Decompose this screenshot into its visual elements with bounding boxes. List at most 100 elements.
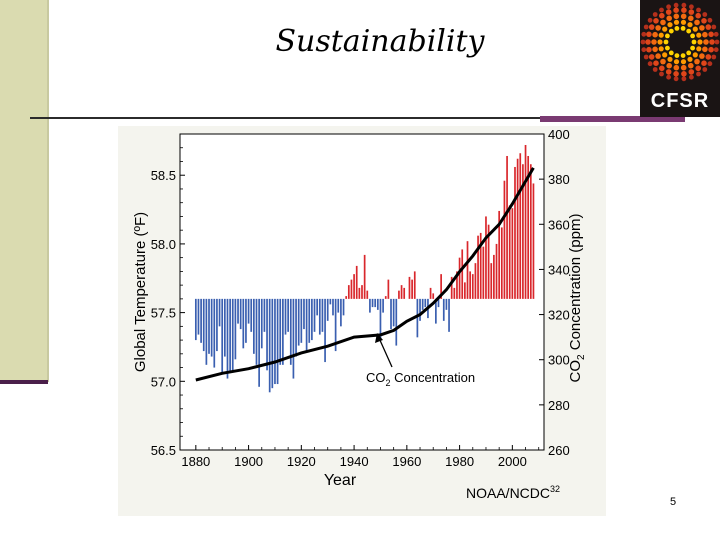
temperature-bar bbox=[466, 241, 469, 299]
temperature-bar bbox=[498, 210, 501, 299]
logo-dot bbox=[673, 19, 680, 25]
source-name: NOAA/NCDC bbox=[466, 485, 550, 501]
temperature-bar bbox=[355, 265, 358, 299]
temperature-bar bbox=[297, 298, 300, 346]
logo-dot bbox=[690, 45, 695, 51]
temperature-bar bbox=[398, 290, 400, 299]
temperature-bars bbox=[194, 144, 535, 393]
temperature-bar bbox=[347, 285, 350, 299]
co2-annotation-suffix: Concentration bbox=[391, 370, 476, 385]
logo-dot bbox=[673, 59, 680, 65]
temperature-bar bbox=[442, 298, 445, 321]
temperature-bar bbox=[221, 298, 224, 374]
temperature-bar bbox=[197, 298, 200, 335]
y2-tick-label: 380 bbox=[548, 172, 570, 187]
logo-dot bbox=[647, 17, 653, 23]
y2-axis-label: CO2 Concentration (ppm) bbox=[567, 214, 587, 383]
temperature-bar bbox=[231, 298, 234, 371]
temperature-bar bbox=[295, 298, 297, 357]
temperature-bar bbox=[429, 287, 432, 299]
temperature-bar bbox=[308, 298, 311, 343]
temperature-bar bbox=[311, 298, 313, 341]
logo-dot bbox=[668, 28, 674, 34]
logo-dot bbox=[681, 76, 687, 82]
logo-dot bbox=[648, 54, 655, 60]
logo-dot bbox=[647, 61, 653, 67]
axes: 1880 1900 1920 1940 1960 1980 2000 56.5 57.0 57.5… bbox=[151, 127, 570, 469]
logo-dot bbox=[705, 54, 712, 60]
temperature-bar bbox=[326, 298, 329, 321]
logo-dot bbox=[714, 39, 720, 45]
y-tick-label: 57.0 bbox=[151, 374, 176, 389]
temperature-bar bbox=[284, 298, 287, 335]
temperature-bar bbox=[234, 298, 237, 360]
temperature-bar bbox=[274, 298, 276, 385]
temperature-bar bbox=[390, 298, 392, 330]
logo-dot bbox=[687, 56, 693, 62]
temperature-bar bbox=[371, 298, 374, 308]
x-tick-label: 1900 bbox=[234, 454, 263, 469]
logo-dot bbox=[663, 39, 669, 45]
source-footnote: 32 bbox=[550, 484, 560, 494]
logo-dot bbox=[674, 26, 680, 31]
temperature-bar bbox=[445, 298, 448, 310]
cfsr-logo: CFSR bbox=[640, 0, 720, 117]
logo-dot bbox=[688, 9, 695, 15]
logo-dot bbox=[652, 31, 658, 38]
logo-dot bbox=[696, 7, 701, 13]
logo-dot bbox=[652, 67, 658, 72]
temperature-bar bbox=[266, 298, 268, 371]
logo-dot bbox=[641, 31, 647, 37]
temperature-bar bbox=[474, 263, 477, 299]
temperature-bar bbox=[379, 298, 382, 341]
logo-dot bbox=[673, 71, 679, 77]
temperature-bar bbox=[210, 298, 213, 357]
temperature-bar bbox=[305, 298, 308, 352]
logo-dot bbox=[668, 50, 674, 56]
logo-dot bbox=[658, 46, 664, 52]
temperature-bar bbox=[321, 298, 324, 332]
temperature-bar bbox=[508, 205, 511, 299]
chart-panel: 1880 1900 1920 1940 1960 1980 2000 56.5 57.0 57.5… bbox=[118, 126, 606, 516]
temperature-bar bbox=[456, 271, 458, 299]
logo-dot bbox=[652, 12, 658, 17]
temperature-bar bbox=[247, 298, 250, 324]
slide-title: Sustainability bbox=[275, 24, 485, 59]
logo-dot bbox=[660, 58, 666, 65]
temperature-bar bbox=[242, 298, 245, 349]
logo-dot bbox=[667, 22, 673, 28]
logo-dot bbox=[646, 46, 652, 53]
temperature-bar bbox=[223, 298, 226, 357]
annotation-arrowhead bbox=[375, 333, 383, 343]
temperature-bar bbox=[258, 298, 260, 387]
temperature-bar bbox=[529, 164, 532, 299]
logo-dot bbox=[674, 53, 680, 58]
temperature-bar bbox=[469, 271, 471, 299]
temperature-bar bbox=[353, 274, 355, 299]
co2-line bbox=[195, 167, 535, 382]
temperature-bar bbox=[376, 298, 379, 310]
temperature-bar bbox=[268, 298, 271, 393]
temperature-bar bbox=[471, 274, 474, 299]
temperature-bar bbox=[337, 298, 340, 313]
logo-dot bbox=[665, 45, 670, 51]
annotation-arrow-line bbox=[378, 337, 393, 368]
logo-dot bbox=[709, 39, 715, 45]
logo-dot bbox=[673, 64, 680, 71]
temperature-bar bbox=[218, 298, 221, 327]
temperature-bar bbox=[416, 298, 419, 338]
temperature-bar bbox=[292, 298, 295, 379]
y2-tick-label: 360 bbox=[548, 217, 570, 232]
logo-dot bbox=[666, 74, 671, 80]
logo-dot bbox=[691, 39, 697, 45]
logo-dot bbox=[708, 31, 714, 38]
logo-dot bbox=[702, 67, 708, 72]
temperature-bar bbox=[208, 298, 210, 354]
co2-annotation: CO2 Concentration bbox=[366, 370, 475, 388]
logo-dot bbox=[707, 61, 713, 67]
logo-dot bbox=[665, 9, 672, 15]
temperature-bar bbox=[205, 298, 208, 365]
logo-dot bbox=[659, 12, 665, 19]
logo-dot bbox=[660, 19, 666, 26]
temperature-bar bbox=[450, 276, 453, 299]
